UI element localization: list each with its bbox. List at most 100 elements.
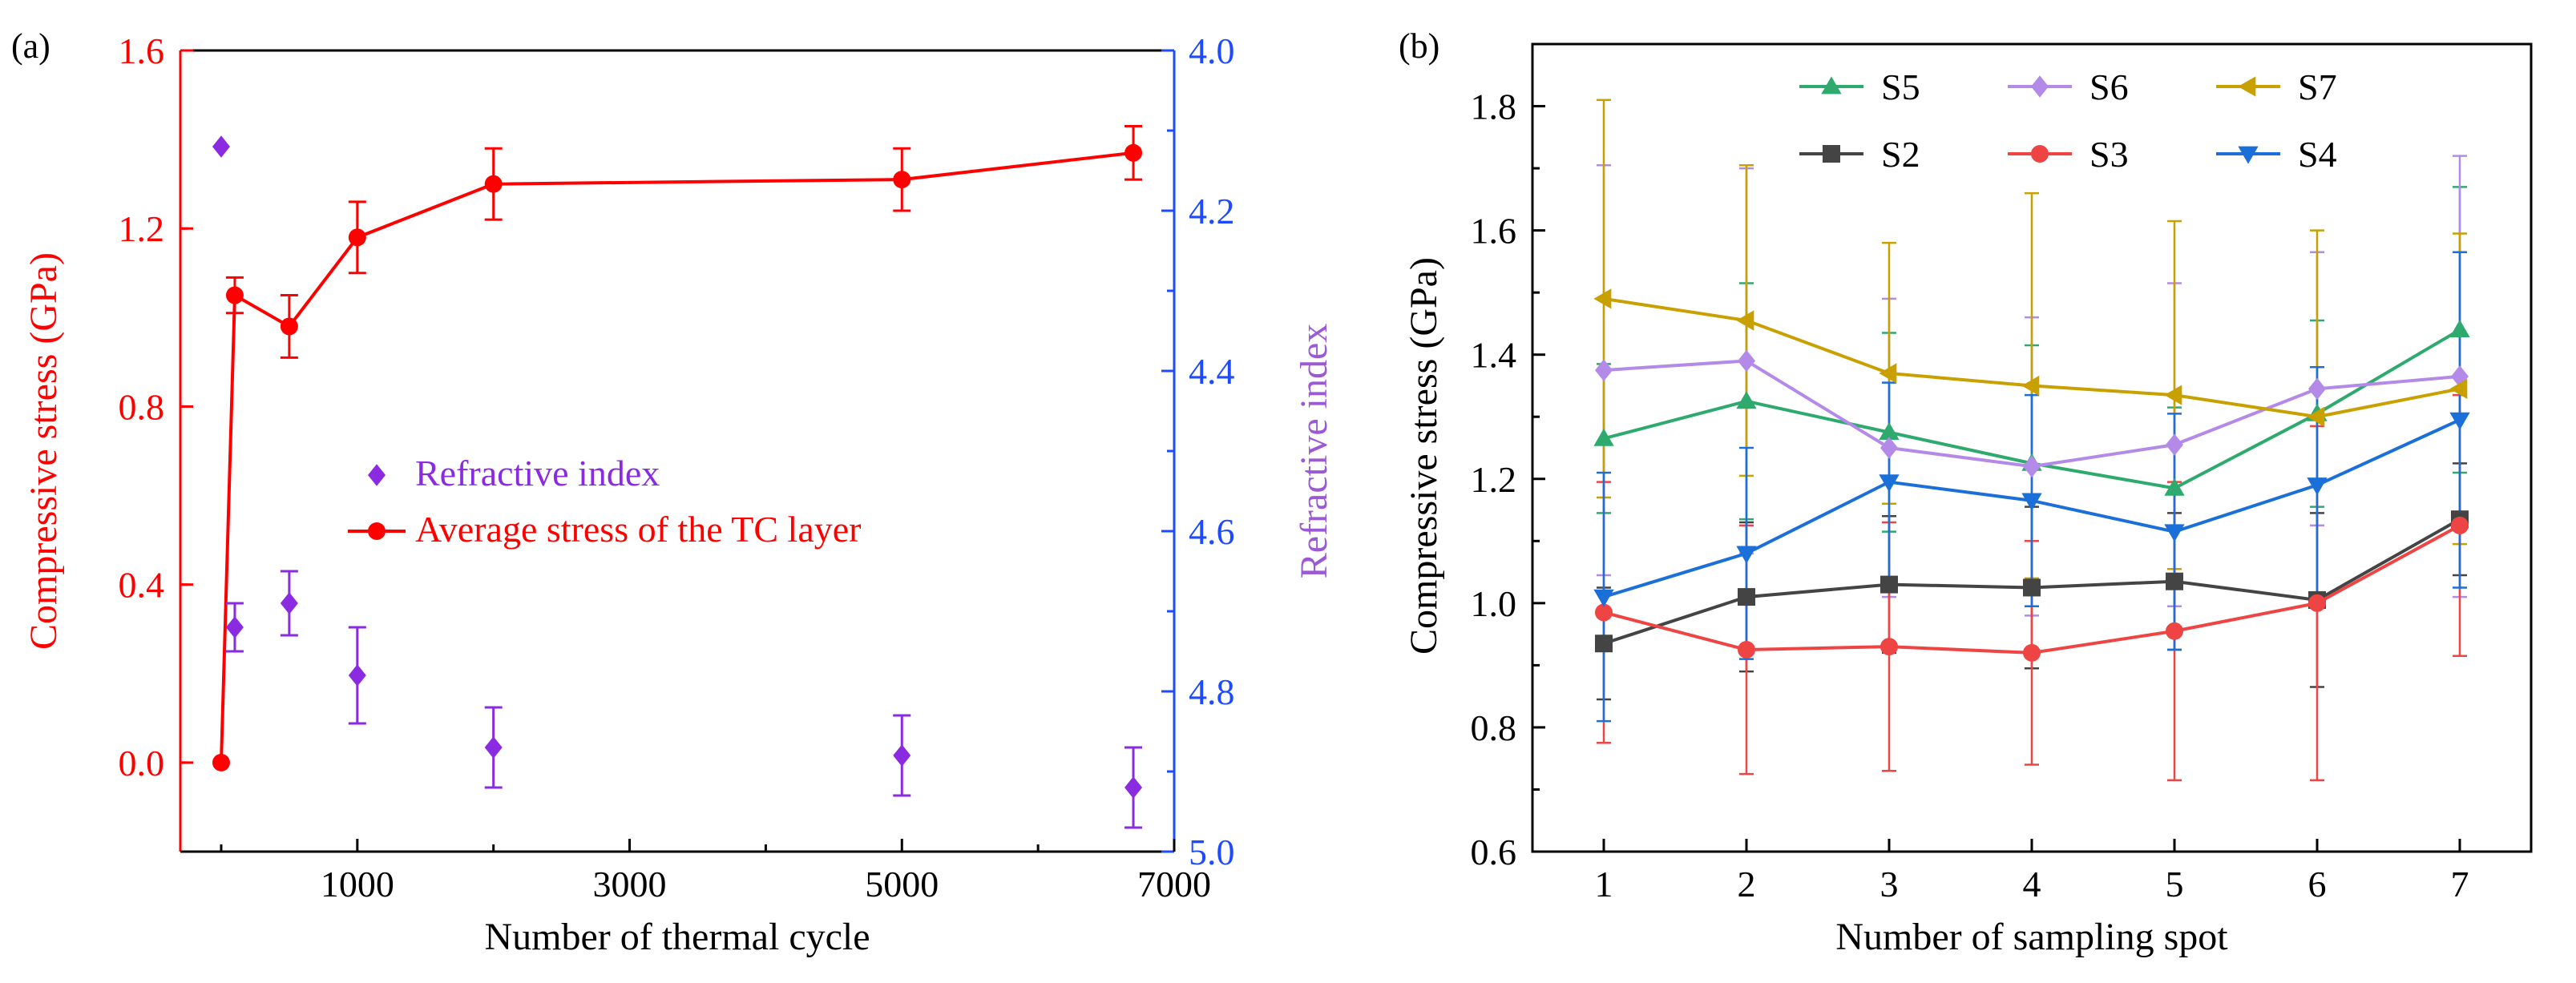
y-tick-label: 1.4 (1471, 335, 1517, 376)
stress-point (348, 228, 366, 247)
x-tick-label: 7 (2451, 864, 2469, 904)
point-S5 (1593, 428, 1614, 446)
x-tick-label: 3 (1880, 864, 1899, 904)
point-S7 (2307, 406, 2325, 427)
legend-marker-S3 (2031, 145, 2049, 163)
stress-point (484, 175, 503, 193)
point-S2 (2166, 572, 2183, 590)
legend-marker-S4 (2238, 146, 2259, 164)
y-tick-label: 0.8 (1471, 707, 1517, 748)
stress-point (893, 171, 911, 189)
point-S7 (2449, 378, 2468, 399)
point-S6 (1880, 437, 1898, 459)
stress-point (1124, 143, 1143, 162)
point-S5 (1736, 391, 1757, 409)
x-tick-label: 5 (2166, 864, 2184, 904)
point-S4 (2164, 524, 2185, 542)
y-axis-label: Compressive stress (GPa) (1403, 257, 1445, 655)
refractive-point (225, 616, 244, 639)
point-S3 (2023, 643, 2041, 662)
point-S3 (1880, 638, 1898, 656)
y-tick-label: 1.2 (1471, 459, 1517, 500)
y-tick-label: 0.4 (119, 565, 165, 606)
refractive-point (893, 744, 911, 767)
y-tick-label: 1.6 (119, 30, 165, 71)
legend-stress-marker (368, 522, 386, 540)
legend-marker-S2 (1823, 145, 1840, 163)
x-tick-label: 3000 (593, 864, 667, 904)
refractive-point (348, 664, 366, 687)
legend-refractive-label: Refractive index (415, 453, 660, 494)
y2-tick-label: 4.6 (1189, 511, 1235, 552)
x-tick-label: 1000 (321, 864, 394, 904)
point-S4 (2021, 493, 2042, 511)
stress-point (225, 286, 244, 304)
y-tick-label: 1.8 (1471, 87, 1517, 127)
legend-label-S6: S6 (2089, 66, 2129, 107)
refractive-point (484, 736, 503, 759)
legend-refractive-marker (368, 464, 386, 486)
point-S5 (2449, 320, 2470, 338)
point-S6 (2166, 433, 2183, 456)
point-S7 (2021, 375, 2040, 397)
legend-label-S3: S3 (2089, 134, 2129, 175)
y2-tick-label: 4.2 (1189, 191, 1235, 232)
point-S3 (2166, 622, 2183, 640)
y-tick-label: 1.0 (1471, 583, 1517, 624)
point-S2 (2023, 578, 2041, 597)
point-S3 (1595, 603, 1613, 622)
x-tick-label: 2 (1738, 864, 1756, 904)
x-axis-label: Number of thermal cycle (484, 916, 870, 958)
stress-point (280, 317, 298, 336)
point-S2 (1880, 575, 1898, 594)
x-tick-label: 5000 (865, 864, 939, 904)
point-S4 (2307, 477, 2328, 496)
y-tick-label: 1.2 (119, 208, 165, 249)
point-S5 (2164, 477, 2185, 496)
x-tick-label: 6 (2308, 864, 2327, 904)
point-S3 (2308, 594, 2326, 612)
legend-marker-S7 (2238, 76, 2256, 97)
panel-label-b: (b) (1399, 26, 1439, 66)
y-tick-label: 0.0 (119, 743, 165, 784)
y2-tick-label: 4.4 (1189, 351, 1235, 392)
x-tick-label: 4 (2023, 864, 2041, 904)
panel-a: (a) 0.0 0.4 0.8 1.2 1.6 4.0 4.2 4.4 4.6 4.8 5.0 1000… (11, 26, 1335, 958)
point-S6 (2308, 377, 2326, 401)
point-S6 (2023, 455, 2041, 478)
legend-label-S7: S7 (2298, 66, 2337, 107)
point-S7 (1593, 288, 1612, 309)
y-tick-label: 1.6 (1471, 211, 1517, 252)
legend-label-S4: S4 (2298, 134, 2337, 175)
point-S5 (1879, 421, 1900, 440)
x-axis-label: Number of sampling spot (1835, 916, 2228, 958)
x-tick-label: 1 (1595, 864, 1613, 904)
point-S2 (1738, 588, 1755, 606)
point-S2 (1595, 635, 1613, 653)
point-S4 (1879, 474, 1900, 493)
stress-point (212, 753, 230, 771)
y-axis-label: Compressive stress (GPa) (22, 252, 65, 650)
point-S4 (1736, 546, 1757, 564)
panel-b: (b) 0.6 0.8 1.0 1.2 1.4 1.6 1.8 1 2 3 4 5 6 7 Number of… (1399, 26, 2533, 958)
point-S6 (1595, 359, 1613, 381)
panel-label-a: (a) (11, 26, 50, 66)
y2-tick-label: 5.0 (1189, 832, 1235, 872)
point-S3 (1738, 641, 1755, 659)
x-tick-label: 7000 (1137, 864, 1211, 904)
point-S6 (1738, 349, 1755, 373)
refractive-point (280, 592, 298, 614)
point-S4 (2449, 412, 2470, 430)
legend-marker-S6 (2031, 75, 2049, 98)
legend-label-S5: S5 (1881, 66, 1920, 107)
legend-label-S2: S2 (1881, 134, 1920, 175)
legend-marker-S5 (1821, 76, 1842, 95)
point-S7 (2164, 385, 2182, 405)
y2-axis-label: Refractive index (1293, 324, 1335, 579)
point-S7 (1879, 363, 1897, 384)
refractive-point (1124, 776, 1143, 799)
point-S4 (1593, 589, 1614, 607)
y-tick-label: 0.8 (119, 386, 165, 427)
point-S7 (1736, 310, 1754, 331)
refractive-point (212, 135, 230, 158)
